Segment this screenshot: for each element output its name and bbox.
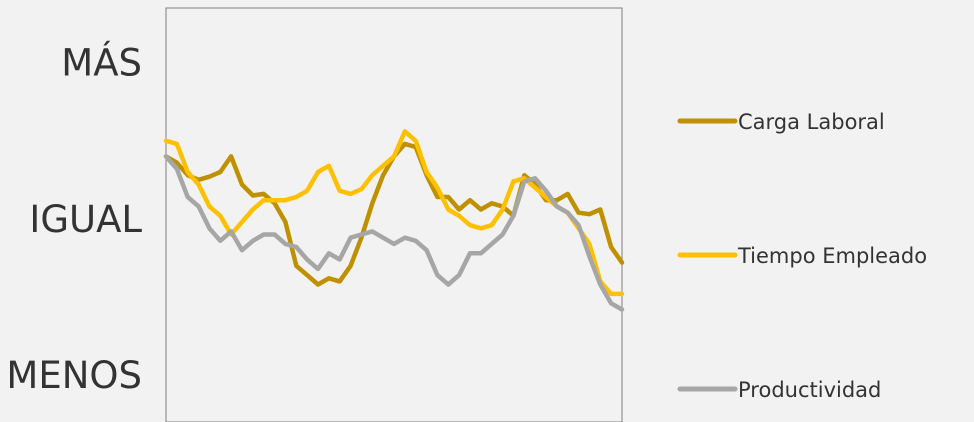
- series-line-2: [163, 154, 625, 312]
- y-axis-tick-labels: MÁS IGUAL MENOS: [6, 41, 142, 397]
- y-tick-label-2: MENOS: [6, 354, 142, 397]
- legend-label-1: Tiempo Empleado: [737, 244, 927, 268]
- plot-area-frame: [165, 7, 623, 422]
- legend-item-2: Productividad: [677, 378, 881, 402]
- y-tick-label-1: IGUAL: [29, 198, 142, 241]
- legend: Carga Laboral Tiempo Empleado Productivida…: [677, 110, 927, 402]
- series-line-1: [163, 129, 625, 297]
- legend-item-0: Carga Laboral: [677, 110, 885, 134]
- legend-label-0: Carga Laboral: [738, 110, 885, 134]
- y-tick-label-0: MÁS: [61, 41, 142, 85]
- series-lines: [163, 129, 625, 312]
- legend-label-2: Productividad: [738, 378, 881, 402]
- legend-item-1: Tiempo Empleado: [677, 244, 927, 268]
